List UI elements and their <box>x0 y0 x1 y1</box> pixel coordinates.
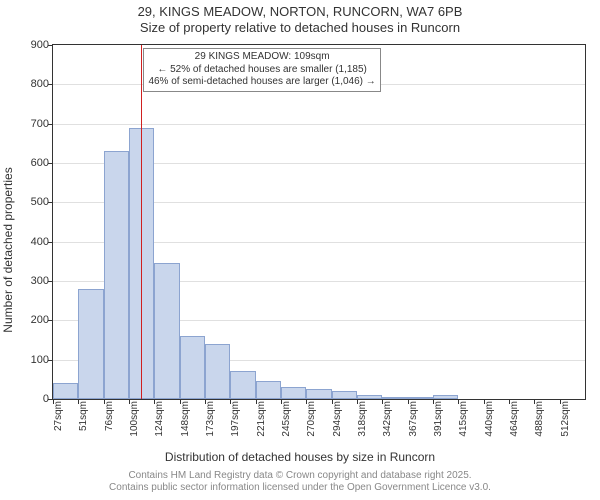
y-tick-label: 0 <box>43 393 49 405</box>
x-tick-label: 367sqm <box>408 401 419 437</box>
x-tick-label: 245sqm <box>281 401 292 437</box>
caption-line-2: Contains public sector information licen… <box>109 482 491 493</box>
y-tick-label: 600 <box>31 157 49 169</box>
x-tick-label: 512sqm <box>560 401 571 437</box>
y-axis-label: Number of detached properties <box>1 167 15 332</box>
y-tick-label: 400 <box>31 236 49 248</box>
title-line-2: Size of property relative to detached ho… <box>140 20 460 35</box>
histogram-bar <box>78 289 103 399</box>
x-tick-label: 342sqm <box>382 401 393 437</box>
x-tick-label: 51sqm <box>78 401 89 431</box>
annotation-box: 29 KINGS MEADOW: 109sqm ← 52% of detached… <box>143 48 380 92</box>
x-tick-label: 440sqm <box>484 401 495 437</box>
x-tick-label: 76sqm <box>104 401 115 431</box>
x-tick-label: 488sqm <box>534 401 545 437</box>
histogram-bar <box>433 395 458 399</box>
x-tick-label: 294sqm <box>332 401 343 437</box>
chart-container: 29, KINGS MEADOW, NORTON, RUNCORN, WA7 6… <box>0 0 600 500</box>
histogram-bar <box>53 383 78 399</box>
x-tick-label: 124sqm <box>154 401 165 437</box>
y-tick-label: 200 <box>31 314 49 326</box>
histogram-bar <box>180 336 205 399</box>
chart-title: 29, KINGS MEADOW, NORTON, RUNCORN, WA7 6… <box>0 4 600 37</box>
attribution-caption: Contains HM Land Registry data © Crown c… <box>0 470 600 494</box>
x-tick-label: 415sqm <box>458 401 469 437</box>
histogram-bar <box>281 387 306 399</box>
x-tick-label: 464sqm <box>509 401 520 437</box>
x-tick-label: 148sqm <box>180 401 191 437</box>
gridline <box>53 124 585 125</box>
property-marker-line <box>141 45 142 399</box>
histogram-bar <box>306 389 331 399</box>
annotation-line-2: ← 52% of detached houses are smaller (1,… <box>157 64 367 75</box>
histogram-bar <box>256 381 281 399</box>
histogram-bar <box>230 371 255 399</box>
x-tick-label: 173sqm <box>205 401 216 437</box>
histogram-bar <box>205 344 230 399</box>
x-tick-label: 100sqm <box>129 401 140 437</box>
y-tick-label: 800 <box>31 78 49 90</box>
histogram-bar <box>154 263 179 399</box>
histogram-bar <box>332 391 357 399</box>
x-tick-label: 221sqm <box>256 401 267 437</box>
plot-area: 010020030040050060070080090027sqm51sqm76… <box>52 44 586 400</box>
y-tick-label: 300 <box>31 275 49 287</box>
annotation-line-3: 46% of semi-detached houses are larger (… <box>148 76 375 87</box>
x-tick-label: 391sqm <box>433 401 444 437</box>
annotation-line-1: 29 KINGS MEADOW: 109sqm <box>195 51 330 62</box>
y-tick-label: 100 <box>31 354 49 366</box>
x-axis-label: Distribution of detached houses by size … <box>0 450 600 464</box>
x-tick-label: 197sqm <box>230 401 241 437</box>
y-tick-label: 700 <box>31 118 49 130</box>
y-tick-label: 500 <box>31 196 49 208</box>
histogram-bar <box>408 397 433 399</box>
caption-line-1: Contains HM Land Registry data © Crown c… <box>128 470 471 481</box>
x-tick-label: 270sqm <box>306 401 317 437</box>
histogram-bar <box>357 395 382 399</box>
title-line-1: 29, KINGS MEADOW, NORTON, RUNCORN, WA7 6… <box>138 4 463 19</box>
histogram-bar <box>104 151 129 399</box>
x-tick-label: 318sqm <box>357 401 368 437</box>
y-tick-label: 900 <box>31 39 49 51</box>
histogram-bar <box>382 397 407 399</box>
x-tick-label: 27sqm <box>53 401 64 431</box>
